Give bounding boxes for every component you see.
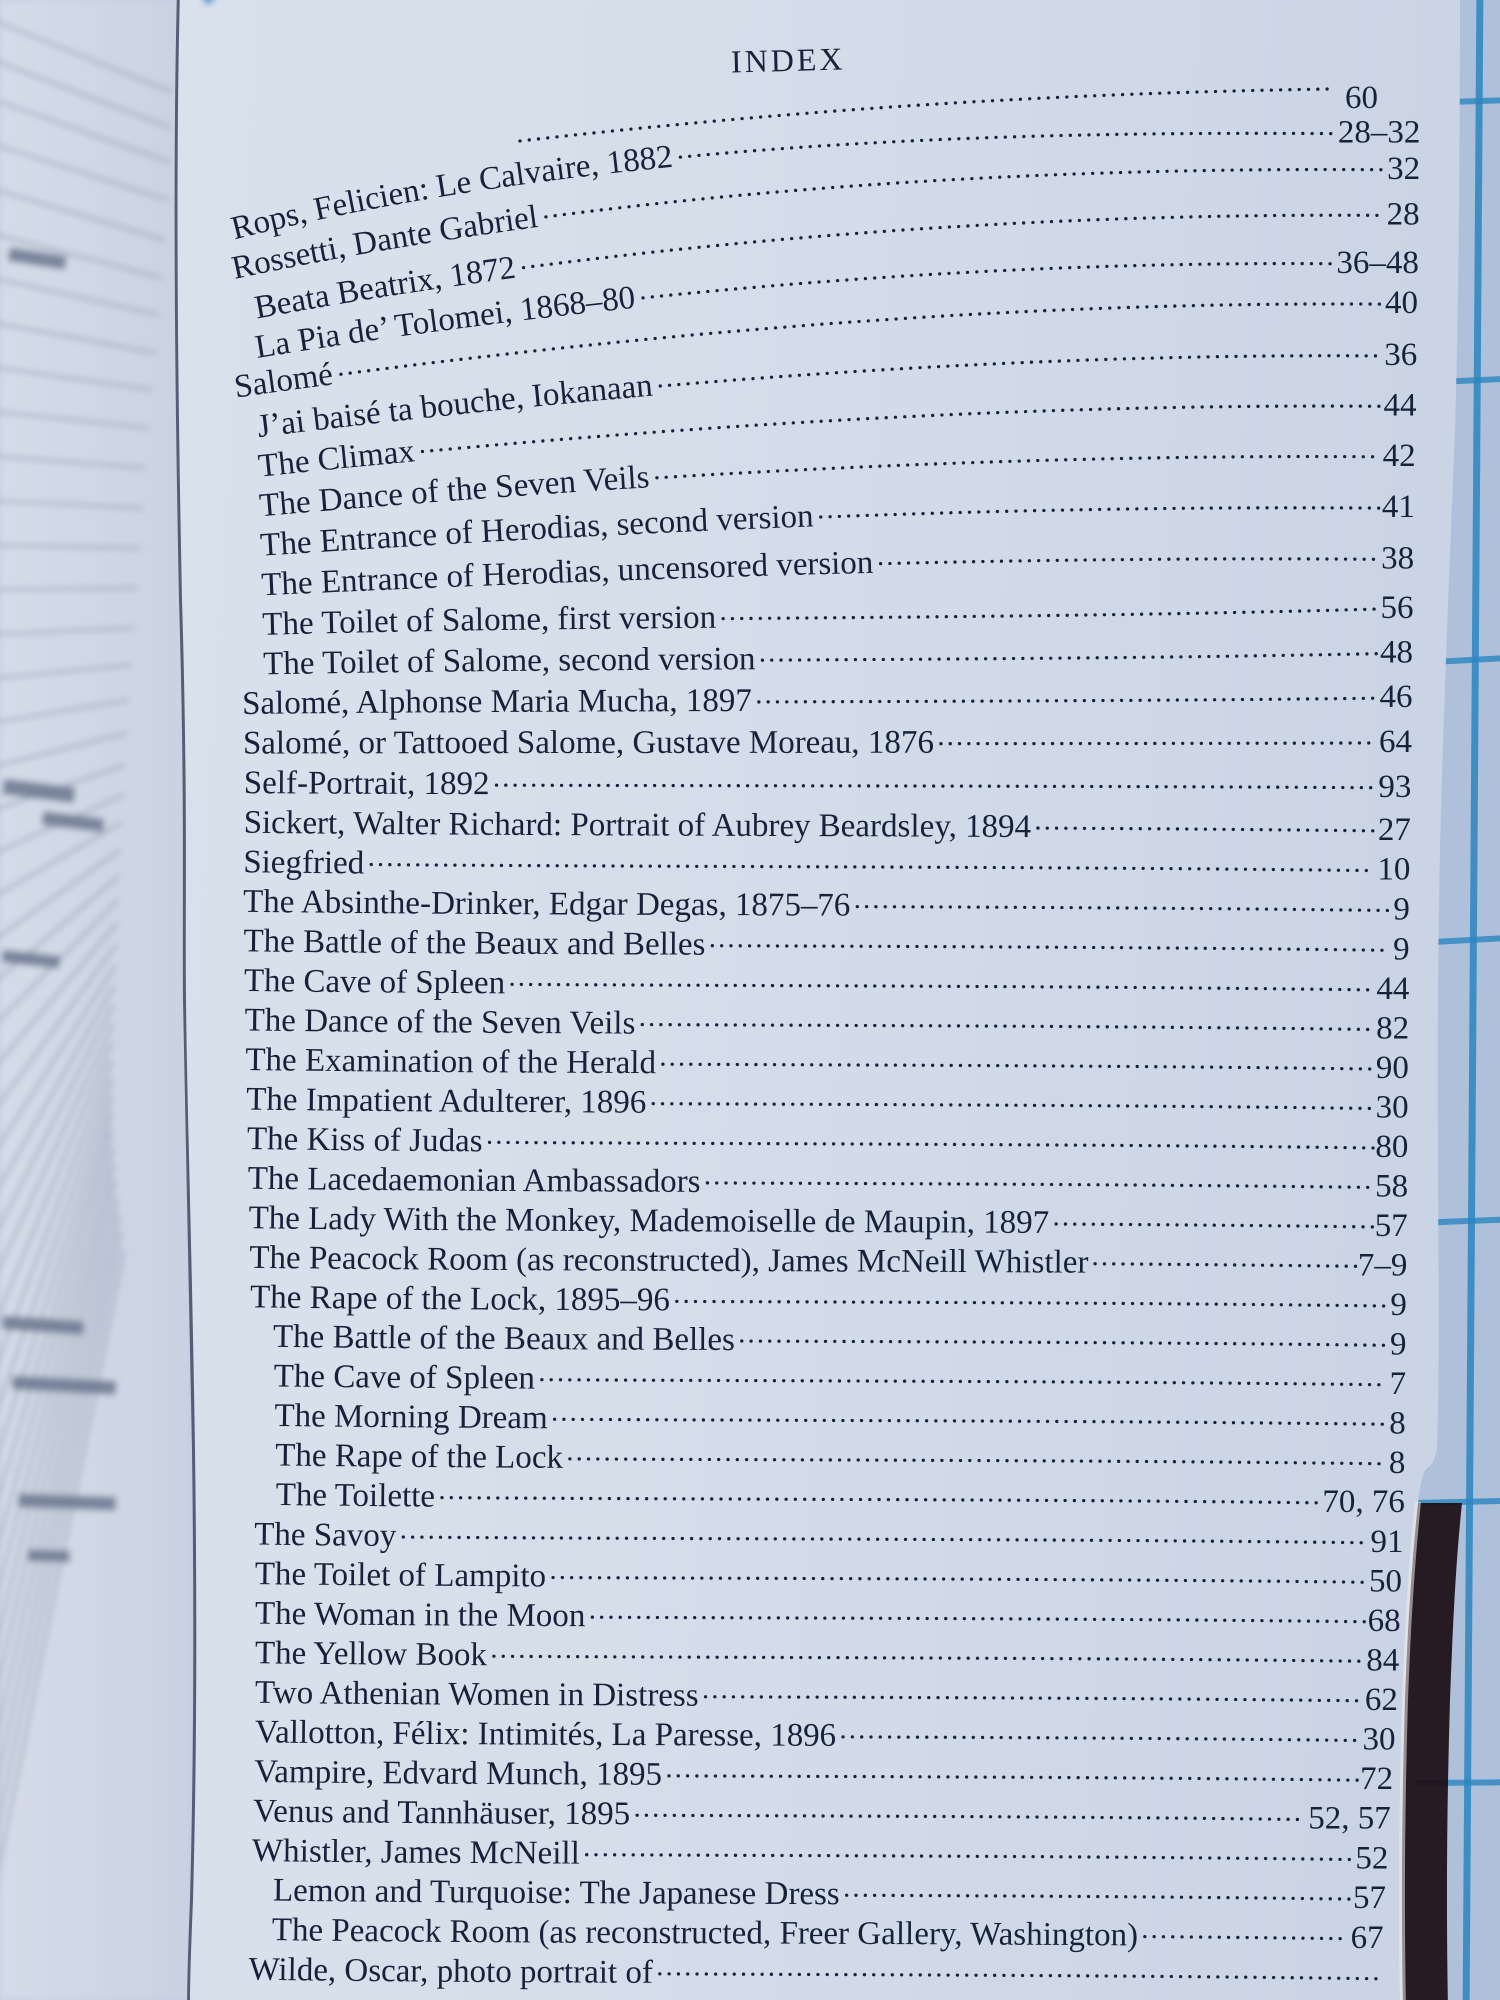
svg-text:30: 30 [1376,1090,1409,1126]
svg-text:Salomé, Alphonse Maria Mucha,: Salomé, Alphonse Maria Mucha, 1897 [242,683,752,722]
svg-text:Vampire, Edvard Munch, 1895: Vampire, Edvard Munch, 1895 [254,1754,662,1793]
svg-text:Two Athenian Women in Distress: Two Athenian Women in Distress [255,1675,699,1714]
svg-text:50: 50 [1369,1563,1402,1599]
svg-text:9: 9 [1390,1287,1407,1323]
svg-text:8: 8 [1389,1445,1406,1481]
svg-text:38: 38 [1381,540,1414,576]
svg-text:Siegfried: Siegfried [243,844,365,881]
svg-text:28–32: 28–32 [1338,115,1421,151]
svg-text:The Dance of the Seven Veils: The Dance of the Seven Veils [244,1002,635,1041]
svg-text:64: 64 [1379,724,1412,760]
svg-text:60: 60 [1345,80,1378,116]
svg-text:72: 72 [1360,1761,1393,1797]
svg-text:58: 58 [1375,1169,1408,1205]
svg-text:28: 28 [1387,196,1420,232]
svg-text:7: 7 [1390,1366,1407,1402]
svg-text:The Morning Dream: The Morning Dream [274,1398,548,1436]
svg-text:Wilde, Oscar, photo portrait o: Wilde, Oscar, photo portrait of [248,1952,653,1991]
svg-text:The Toilet of Lampito: The Toilet of Lampito [255,1556,547,1594]
svg-text:The Cave of Spleen: The Cave of Spleen [274,1358,536,1396]
svg-text:9: 9 [1390,1326,1407,1362]
svg-text:84: 84 [1366,1642,1399,1678]
svg-text:The Impatient Adulterer, 1896: The Impatient Adulterer, 1896 [246,1082,646,1121]
svg-text:57: 57 [1353,1880,1386,1916]
svg-text:91: 91 [1370,1524,1403,1560]
svg-text:The Battle of the Beaux and Be: The Battle of the Beaux and Belles [243,923,705,962]
svg-text:Vallotton, Félix: Intimités, L: Vallotton, Félix: Intimités, La Paresse,… [255,1714,836,1754]
svg-text:56: 56 [1381,590,1414,626]
svg-text:42: 42 [1383,438,1416,474]
svg-text:36: 36 [1384,337,1417,373]
svg-text:41: 41 [1382,489,1415,525]
svg-text:90: 90 [1376,1050,1409,1086]
svg-text:46: 46 [1379,679,1412,715]
svg-text:82: 82 [1376,1011,1409,1047]
svg-text:The Absinthe-Drinker, Edgar De: The Absinthe-Drinker, Edgar Degas, 1875–… [243,884,850,924]
svg-text:57: 57 [1375,1208,1408,1244]
svg-text:62: 62 [1365,1682,1398,1718]
svg-text:52: 52 [1355,1841,1388,1877]
svg-text:9: 9 [1393,931,1410,967]
svg-text:The Rape of the Lock, 1895–96: The Rape of the Lock, 1895–96 [250,1279,670,1318]
svg-text:The Toilette: The Toilette [276,1477,436,1515]
svg-text:The Yellow Book: The Yellow Book [255,1635,488,1673]
svg-text:10: 10 [1377,852,1410,888]
svg-text:48: 48 [1380,635,1413,671]
svg-text:The Examination of the Herald: The Examination of the Herald [245,1042,656,1081]
svg-text:70, 76: 70, 76 [1322,1484,1405,1520]
svg-text:The Toilet of Salome, second v: The Toilet of Salome, second version [263,641,756,682]
svg-text:The Peacock Room (as reconstru: The Peacock Room (as reconstructed), Jam… [249,1240,1088,1281]
svg-text:Whistler, James McNeill: Whistler, James McNeill [252,1833,580,1872]
svg-text:80: 80 [1375,1129,1408,1165]
svg-text:30: 30 [1362,1722,1395,1758]
svg-text:The Battle of the Beaux and Be: The Battle of the Beaux and Belles [273,1319,735,1358]
svg-text:9: 9 [1393,892,1410,928]
svg-text:Self-Portrait, 1892: Self-Portrait, 1892 [244,765,490,802]
svg-text:The Kiss of Judas: The Kiss of Judas [247,1121,483,1159]
svg-text:Venus and Tannhäuser, 1895: Venus and Tannhäuser, 1895 [253,1793,630,1832]
svg-text:Salomé, or Tattooed Salome, Gu: Salomé, or Tattooed Salome, Gustave More… [243,725,934,762]
svg-text:40: 40 [1385,285,1418,321]
svg-text:36–48: 36–48 [1336,245,1419,281]
svg-text:The Savoy: The Savoy [254,1517,397,1554]
svg-text:67: 67 [1351,1920,1384,1956]
svg-text:Sickert, Walter Richard: Portr: Sickert, Walter Richard: Portrait of Aub… [243,805,1031,845]
svg-text:The Woman in the Moon: The Woman in the Moon [255,1596,586,1635]
svg-text:The Lady With the Monkey, Made: The Lady With the Monkey, Mademoiselle d… [248,1200,1049,1241]
svg-text:8: 8 [1389,1405,1406,1441]
svg-text:The Lacedaemonian Ambassadors: The Lacedaemonian Ambassadors [248,1161,701,1200]
svg-text:The Peacock Room (as reconstru: The Peacock Room (as reconstructed, Free… [272,1912,1139,1953]
svg-text:27: 27 [1378,812,1411,848]
svg-text:93: 93 [1378,769,1411,805]
svg-text:The Cave of Spleen: The Cave of Spleen [244,963,506,1001]
svg-text:Lemon and Turquoise: The Japan: Lemon and Turquoise: The Japanese Dress [273,1873,840,1913]
svg-text:32: 32 [1387,151,1420,187]
svg-text:44: 44 [1383,387,1416,423]
svg-text:44: 44 [1376,971,1409,1007]
svg-text:The Rape of the Lock: The Rape of the Lock [275,1437,564,1475]
svg-text:68: 68 [1368,1603,1401,1639]
svg-text:52, 57: 52, 57 [1308,1801,1391,1837]
svg-text:7–9: 7–9 [1358,1247,1408,1283]
